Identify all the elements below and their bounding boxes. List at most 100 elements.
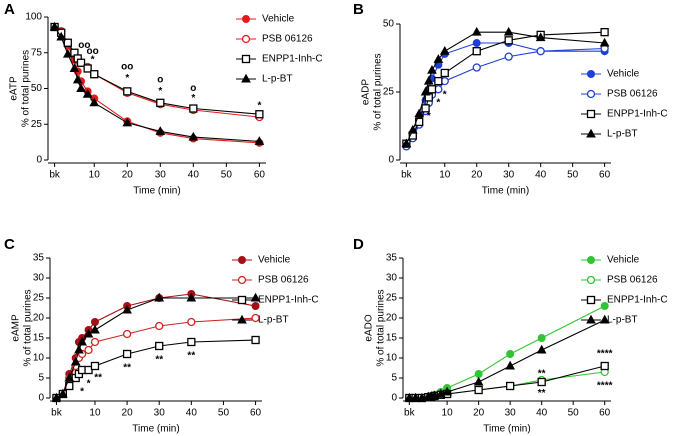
legend-marker xyxy=(241,54,251,64)
legend-label: Vehicle xyxy=(262,14,295,25)
legend-marker xyxy=(241,73,251,83)
data-point xyxy=(471,26,482,36)
data-point xyxy=(599,314,610,324)
x-tick-label: bk xyxy=(51,408,63,419)
y-tick-label: 25 xyxy=(31,119,43,130)
significance-mark: * xyxy=(436,98,440,109)
x-tick-label: 40 xyxy=(186,408,198,419)
data-point xyxy=(89,97,100,107)
data-point xyxy=(505,360,516,370)
significance-mark: * xyxy=(87,379,91,390)
x-tick-label: 40 xyxy=(536,408,548,419)
x-tick-label: 60 xyxy=(250,408,262,419)
y-tick-label: 50 xyxy=(383,19,395,30)
y-tick-label: 10 xyxy=(33,353,45,364)
data-point xyxy=(536,344,547,354)
significance-mark: * xyxy=(257,100,261,111)
data-point xyxy=(90,337,100,347)
legend-marker xyxy=(242,15,250,23)
data-point xyxy=(90,324,100,334)
legend-marker xyxy=(586,314,596,324)
data-point xyxy=(122,349,132,359)
data-point xyxy=(504,52,513,61)
legend-marker xyxy=(241,34,251,44)
data-point xyxy=(122,117,133,127)
data-point xyxy=(506,350,515,358)
x-tick-label: 20 xyxy=(122,170,134,181)
data-point xyxy=(56,31,67,41)
y-axis-label: % of total purines xyxy=(21,50,32,127)
data-point xyxy=(122,329,132,339)
legend-marker xyxy=(587,256,595,264)
data-point xyxy=(600,28,609,37)
x-tick-label: 10 xyxy=(439,170,451,181)
data-point xyxy=(255,110,264,119)
legend-marker xyxy=(586,89,596,99)
legend-label: L-p-BT xyxy=(258,315,289,326)
x-tick-label: 60 xyxy=(599,408,611,419)
data-point xyxy=(506,381,515,391)
data-point xyxy=(76,83,86,92)
data-point xyxy=(434,76,443,86)
data-point xyxy=(187,337,196,347)
data-point xyxy=(90,361,100,371)
significance-mark: o xyxy=(190,83,196,94)
significance-mark: ** xyxy=(538,388,546,399)
data-point xyxy=(84,345,93,355)
data-point xyxy=(83,64,92,73)
data-point xyxy=(90,70,99,79)
x-tick-label: 50 xyxy=(567,170,579,181)
legend-label: ENPP1-Inh-C xyxy=(262,54,323,65)
y-tick-label: 5 xyxy=(38,373,44,384)
data-point xyxy=(188,131,199,141)
significance-mark: ** xyxy=(187,351,195,362)
data-point xyxy=(155,126,166,135)
significance-mark: * xyxy=(427,111,431,122)
data-point xyxy=(472,47,481,56)
legend-marker xyxy=(586,128,596,138)
data-point xyxy=(122,304,132,314)
data-point xyxy=(421,104,430,113)
data-point xyxy=(404,392,415,402)
panel-label: C xyxy=(4,236,15,253)
y-axis-label: % of total purines xyxy=(373,53,384,130)
data-point xyxy=(537,377,546,387)
data-point xyxy=(189,104,198,113)
panel-label: A xyxy=(4,1,15,18)
x-axis-label: Time (min) xyxy=(483,424,530,435)
x-axis-label: Time (min) xyxy=(482,186,529,197)
data-point xyxy=(251,313,260,323)
significance-mark: oo xyxy=(121,62,133,73)
y-tick-label: 0 xyxy=(388,155,394,166)
y-tick-label: 25 xyxy=(33,293,45,304)
y-tick-label: 15 xyxy=(33,333,45,344)
data-point xyxy=(250,292,261,302)
data-point xyxy=(600,302,609,310)
data-point xyxy=(155,341,164,351)
legend-marker xyxy=(237,314,247,324)
x-tick-label: 50 xyxy=(221,170,233,181)
x-tick-label: 30 xyxy=(505,408,517,419)
y-tick-label: 0 xyxy=(36,155,42,166)
x-tick-label: 10 xyxy=(89,408,101,419)
data-point xyxy=(407,124,418,134)
data-point xyxy=(186,292,197,302)
significance-mark: * xyxy=(443,89,447,100)
x-tick-label: 40 xyxy=(535,170,547,181)
data-point xyxy=(69,63,80,72)
y-axis-label: eADP xyxy=(361,79,372,105)
data-point xyxy=(472,63,481,72)
data-point xyxy=(417,392,427,402)
legend-label: ENPP1-Inh-C xyxy=(258,295,319,306)
data-point xyxy=(70,356,81,366)
data-point xyxy=(72,74,83,84)
legend-label: PSB 06126 xyxy=(258,275,309,286)
data-point xyxy=(251,302,260,310)
significance-mark: ** xyxy=(538,369,546,380)
data-point xyxy=(123,87,132,96)
legend-label: L-p-BT xyxy=(607,315,638,326)
x-tick-label: 60 xyxy=(254,170,266,181)
significance-mark: oo xyxy=(78,40,90,51)
y-tick-label: 20 xyxy=(386,313,398,324)
x-tick-label: 40 xyxy=(188,170,200,181)
